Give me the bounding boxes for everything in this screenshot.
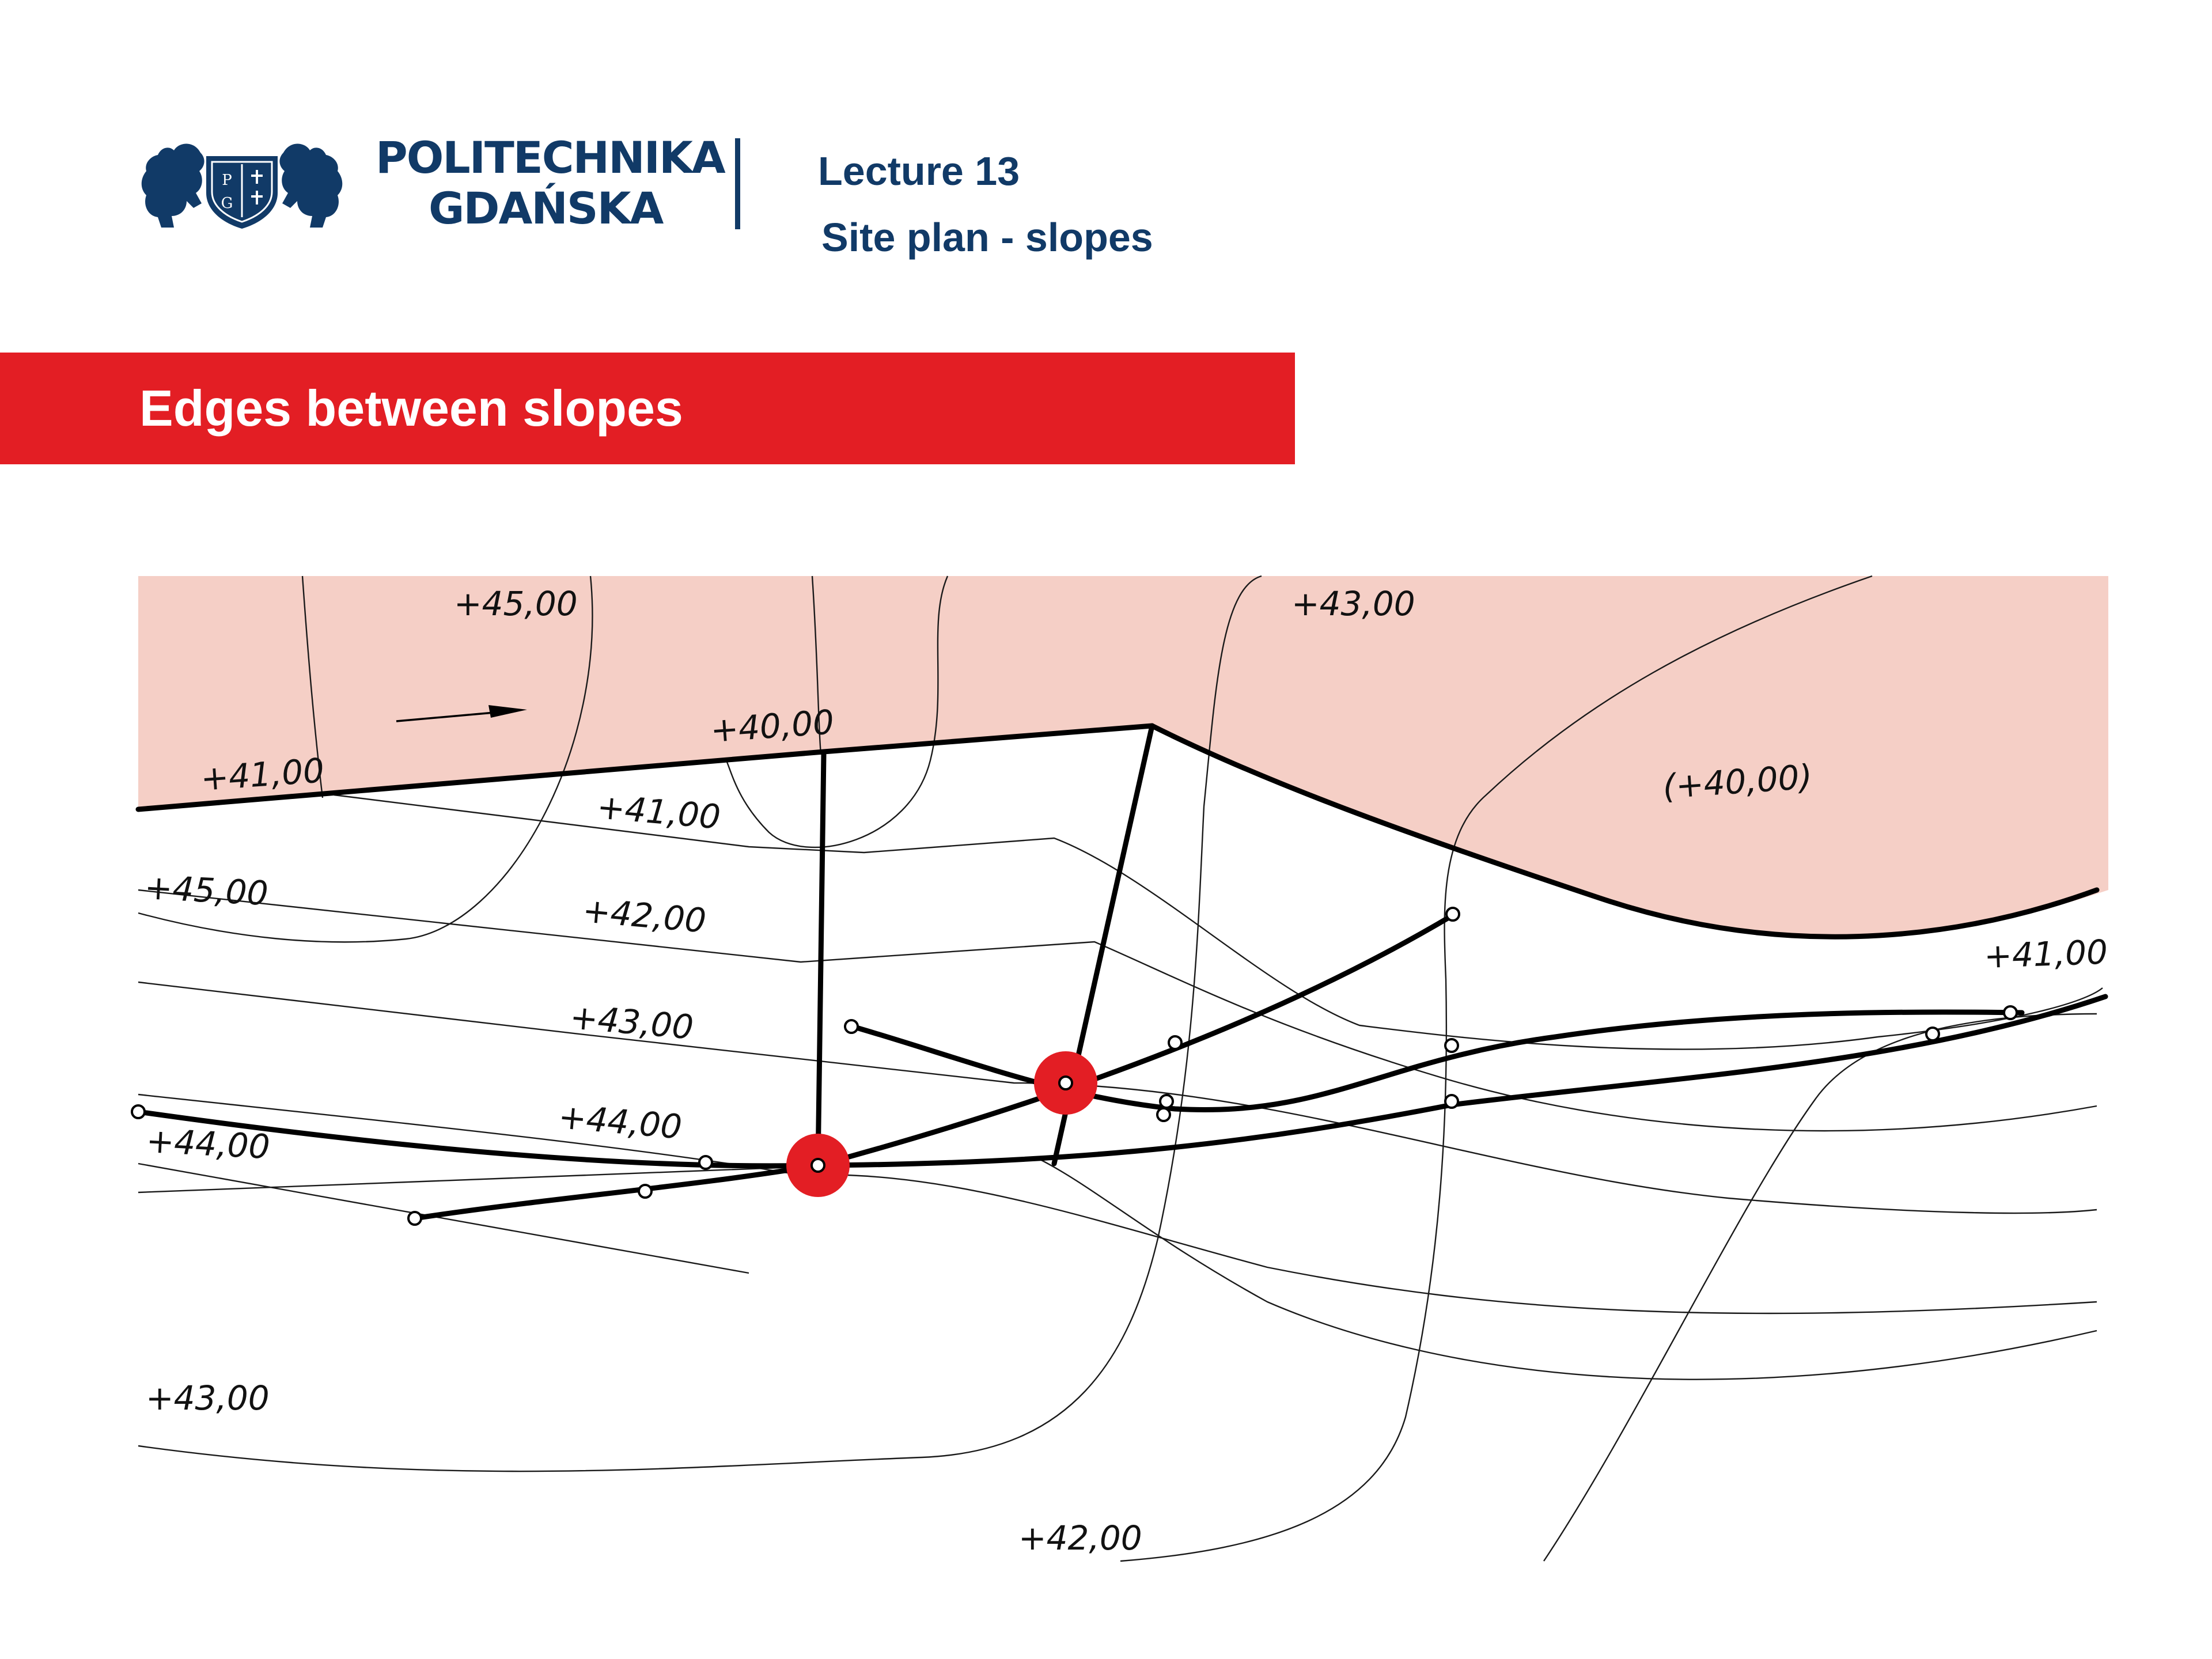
platform-edge-straight bbox=[135, 723, 1155, 812]
header-divider bbox=[735, 138, 740, 229]
edge-node bbox=[844, 1019, 859, 1034]
edge-node bbox=[1444, 1094, 1459, 1109]
elevation-label: +45,00 bbox=[454, 584, 578, 623]
lecture-number: Lecture 13 bbox=[818, 149, 1020, 194]
shield-letter-g: G bbox=[221, 195, 233, 212]
slope-direction-arrow-icon bbox=[396, 705, 527, 722]
left-griffin-icon bbox=[141, 143, 204, 228]
contour-line bbox=[811, 575, 822, 755]
edge-node bbox=[1159, 1094, 1174, 1109]
edge-node bbox=[1168, 1035, 1183, 1050]
edge-node bbox=[1444, 1038, 1459, 1053]
contour-line bbox=[138, 1162, 749, 1274]
edge-node bbox=[1925, 1027, 1940, 1041]
contour-line bbox=[1120, 575, 1873, 1562]
edge-nodes bbox=[131, 907, 2018, 1226]
lecture-info: Lecture 13 Site plan - slopes bbox=[818, 138, 1153, 271]
elevation-label: +44,00 bbox=[145, 1121, 271, 1166]
edge-node bbox=[2003, 1005, 2018, 1020]
elevation-label: +43,00 bbox=[569, 997, 695, 1047]
university-name: POLITECHNIKA GDAŃSKA bbox=[376, 132, 726, 234]
right-griffin-icon bbox=[279, 143, 343, 228]
contour-line bbox=[138, 889, 2097, 1132]
shield-crosses-icon bbox=[251, 170, 263, 204]
edge-node bbox=[1156, 1107, 1171, 1122]
elevation-label: +45,00 bbox=[143, 868, 269, 913]
contour-line bbox=[138, 575, 593, 943]
contour-line bbox=[725, 575, 949, 849]
edge-node bbox=[638, 1184, 653, 1199]
university-name-line1: POLITECHNIKA bbox=[376, 132, 726, 183]
contour-line bbox=[138, 1093, 2097, 1315]
edge-vertical bbox=[815, 752, 827, 1168]
contour-line bbox=[138, 981, 2097, 1214]
slide-title: Edges between slopes bbox=[139, 380, 683, 437]
slide-title-banner: Edges between slopes bbox=[0, 353, 1295, 464]
slope-edges bbox=[135, 723, 2108, 1221]
contour-line bbox=[334, 794, 2103, 1050]
university-name-line2: GDAŃSKA bbox=[429, 183, 664, 234]
lecture-topic: Site plan - slopes bbox=[821, 215, 1153, 260]
edge-ridge bbox=[412, 913, 1455, 1221]
shield-letter-p: P bbox=[222, 172, 232, 189]
contour-line bbox=[138, 1157, 2097, 1380]
embankment-edge-upper bbox=[850, 1009, 2025, 1113]
elevation-label: +41,00 bbox=[199, 751, 325, 798]
elevation-label: +42,00 bbox=[581, 891, 708, 940]
elevation-label: +40,00 bbox=[709, 702, 835, 750]
university-logo: P G bbox=[141, 143, 343, 229]
platform-area bbox=[138, 576, 2108, 937]
elevation-label: +43,00 bbox=[1291, 584, 1415, 623]
edge-node bbox=[810, 1158, 825, 1173]
contour-lines bbox=[138, 575, 2103, 1562]
contour-line bbox=[301, 575, 324, 798]
contour-line bbox=[138, 575, 1262, 1472]
edge-node bbox=[1058, 1075, 1073, 1090]
edge-node bbox=[407, 1211, 422, 1226]
edge-node bbox=[698, 1155, 713, 1170]
elevation-label: +41,00 bbox=[1983, 933, 2108, 976]
platform-edge-curved bbox=[1149, 723, 2100, 940]
elevation-label: +44,00 bbox=[557, 1097, 684, 1146]
elevation-label: +42,00 bbox=[1018, 1518, 1142, 1558]
edge-node bbox=[1445, 907, 1460, 922]
elevation-label: +43,00 bbox=[146, 1378, 270, 1418]
contour-line bbox=[1543, 1013, 2097, 1562]
edge-node bbox=[131, 1104, 146, 1119]
embankment-edge-lower bbox=[135, 994, 2108, 1169]
